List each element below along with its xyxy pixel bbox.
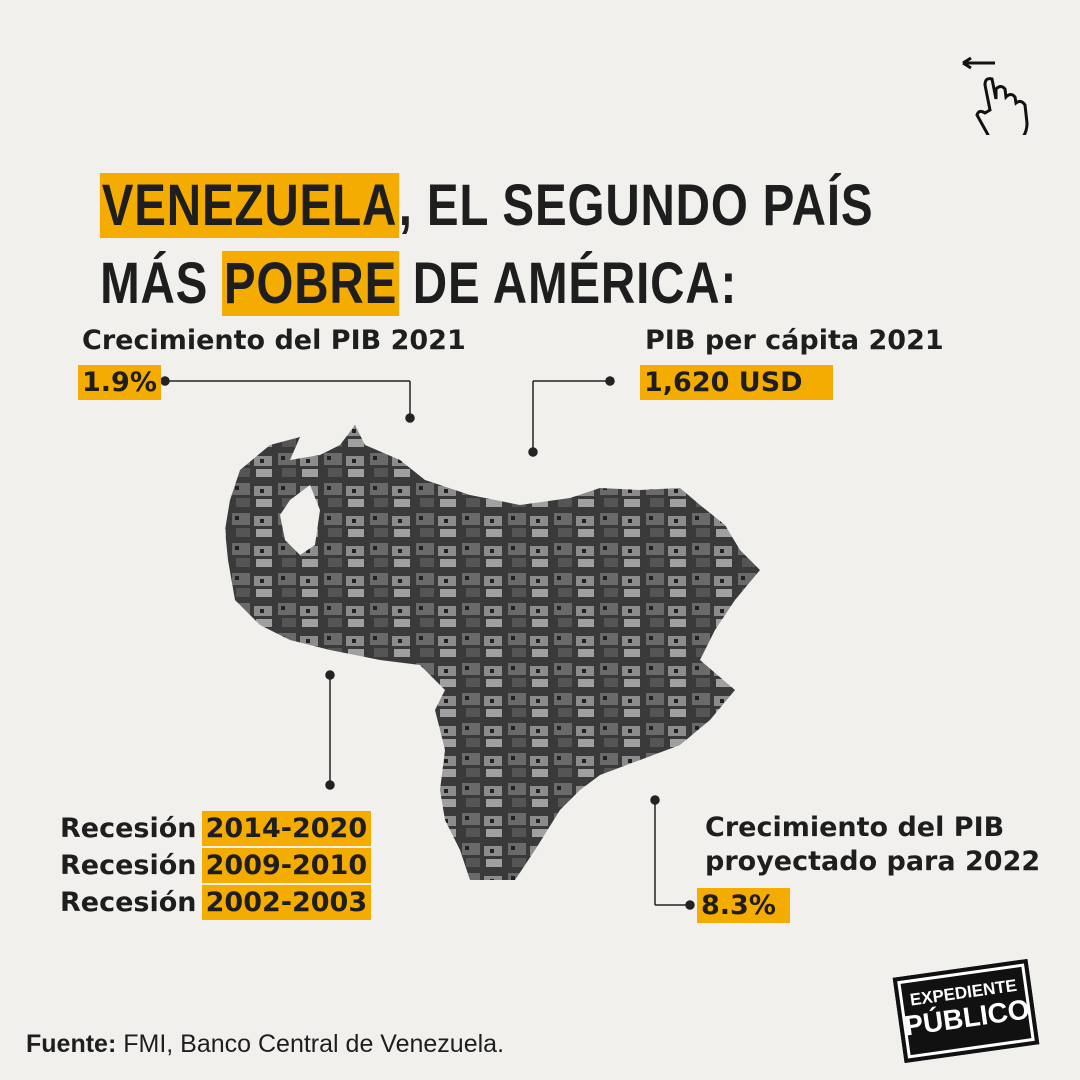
title-segment: VENEZUELA	[100, 173, 399, 238]
stat-value: 1,620 USD	[640, 365, 833, 400]
recession-list: Recesión 2014-2020 Recesión 2009-2010 Re…	[60, 811, 372, 920]
recession-row: Recesión 2014-2020	[60, 811, 372, 846]
title-segment: POBRE	[222, 251, 399, 316]
source-label: Fuente:	[26, 1030, 117, 1058]
recession-label: Recesión	[60, 887, 197, 918]
recession-row: Recesión 2002-2003	[60, 885, 372, 920]
venezuela-map	[225, 425, 760, 880]
title-line: VENEZUELA, EL SEGUNDO PAÍS	[72, 110, 873, 238]
recession-label: Recesión	[60, 813, 197, 844]
stat-value: 8.3%	[697, 888, 790, 923]
recession-period: 2009-2010	[201, 848, 372, 883]
title-segment: , EL SEGUNDO PAÍS	[398, 173, 874, 238]
source-text: FMI, Banco Central de Venezuela.	[123, 1030, 505, 1058]
title-segment: MÁS	[100, 251, 223, 316]
stat-label: Crecimiento del PIB 2021	[82, 325, 466, 356]
title-line: MÁS POBRE DE AMÉRICA:	[72, 188, 737, 316]
connectors	[160, 376, 695, 910]
stat-label: Crecimiento del PIB	[705, 812, 1005, 843]
recession-row: Recesión 2009-2010	[60, 848, 372, 883]
recession-label: Recesión	[60, 850, 197, 881]
stat-label: proyectado para 2022	[705, 846, 1041, 877]
source: Fuente: FMI, Banco Central de Venezuela.	[26, 1030, 504, 1059]
stat-label: PIB per cápita 2021	[645, 325, 944, 356]
recession-period: 2014-2020	[201, 811, 372, 846]
recession-period: 2002-2003	[201, 885, 372, 920]
stat-value: 1.9%	[78, 365, 161, 400]
swipe-icon	[962, 56, 1029, 135]
title-segment: DE AMÉRICA:	[398, 251, 738, 316]
